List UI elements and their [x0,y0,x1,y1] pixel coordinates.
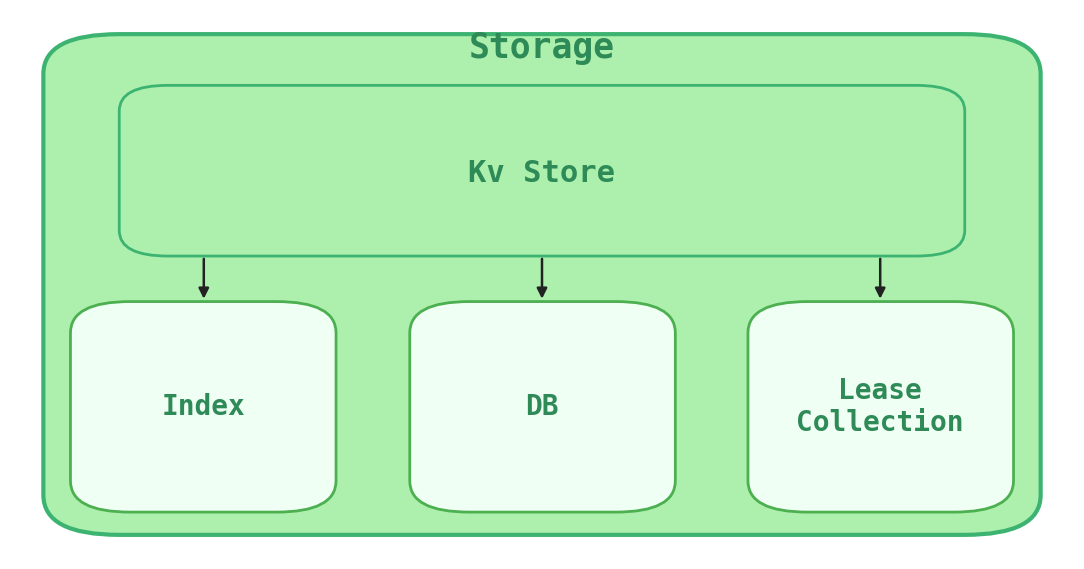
Text: Index: Index [162,393,246,421]
FancyBboxPatch shape [119,85,965,256]
Text: Storage: Storage [469,31,615,65]
FancyBboxPatch shape [43,34,1041,535]
FancyBboxPatch shape [748,302,1014,512]
FancyBboxPatch shape [70,302,336,512]
FancyBboxPatch shape [410,302,675,512]
Text: DB: DB [526,393,558,421]
Text: Lease
Collection: Lease Collection [797,377,964,437]
Text: Kv Store: Kv Store [468,159,616,188]
